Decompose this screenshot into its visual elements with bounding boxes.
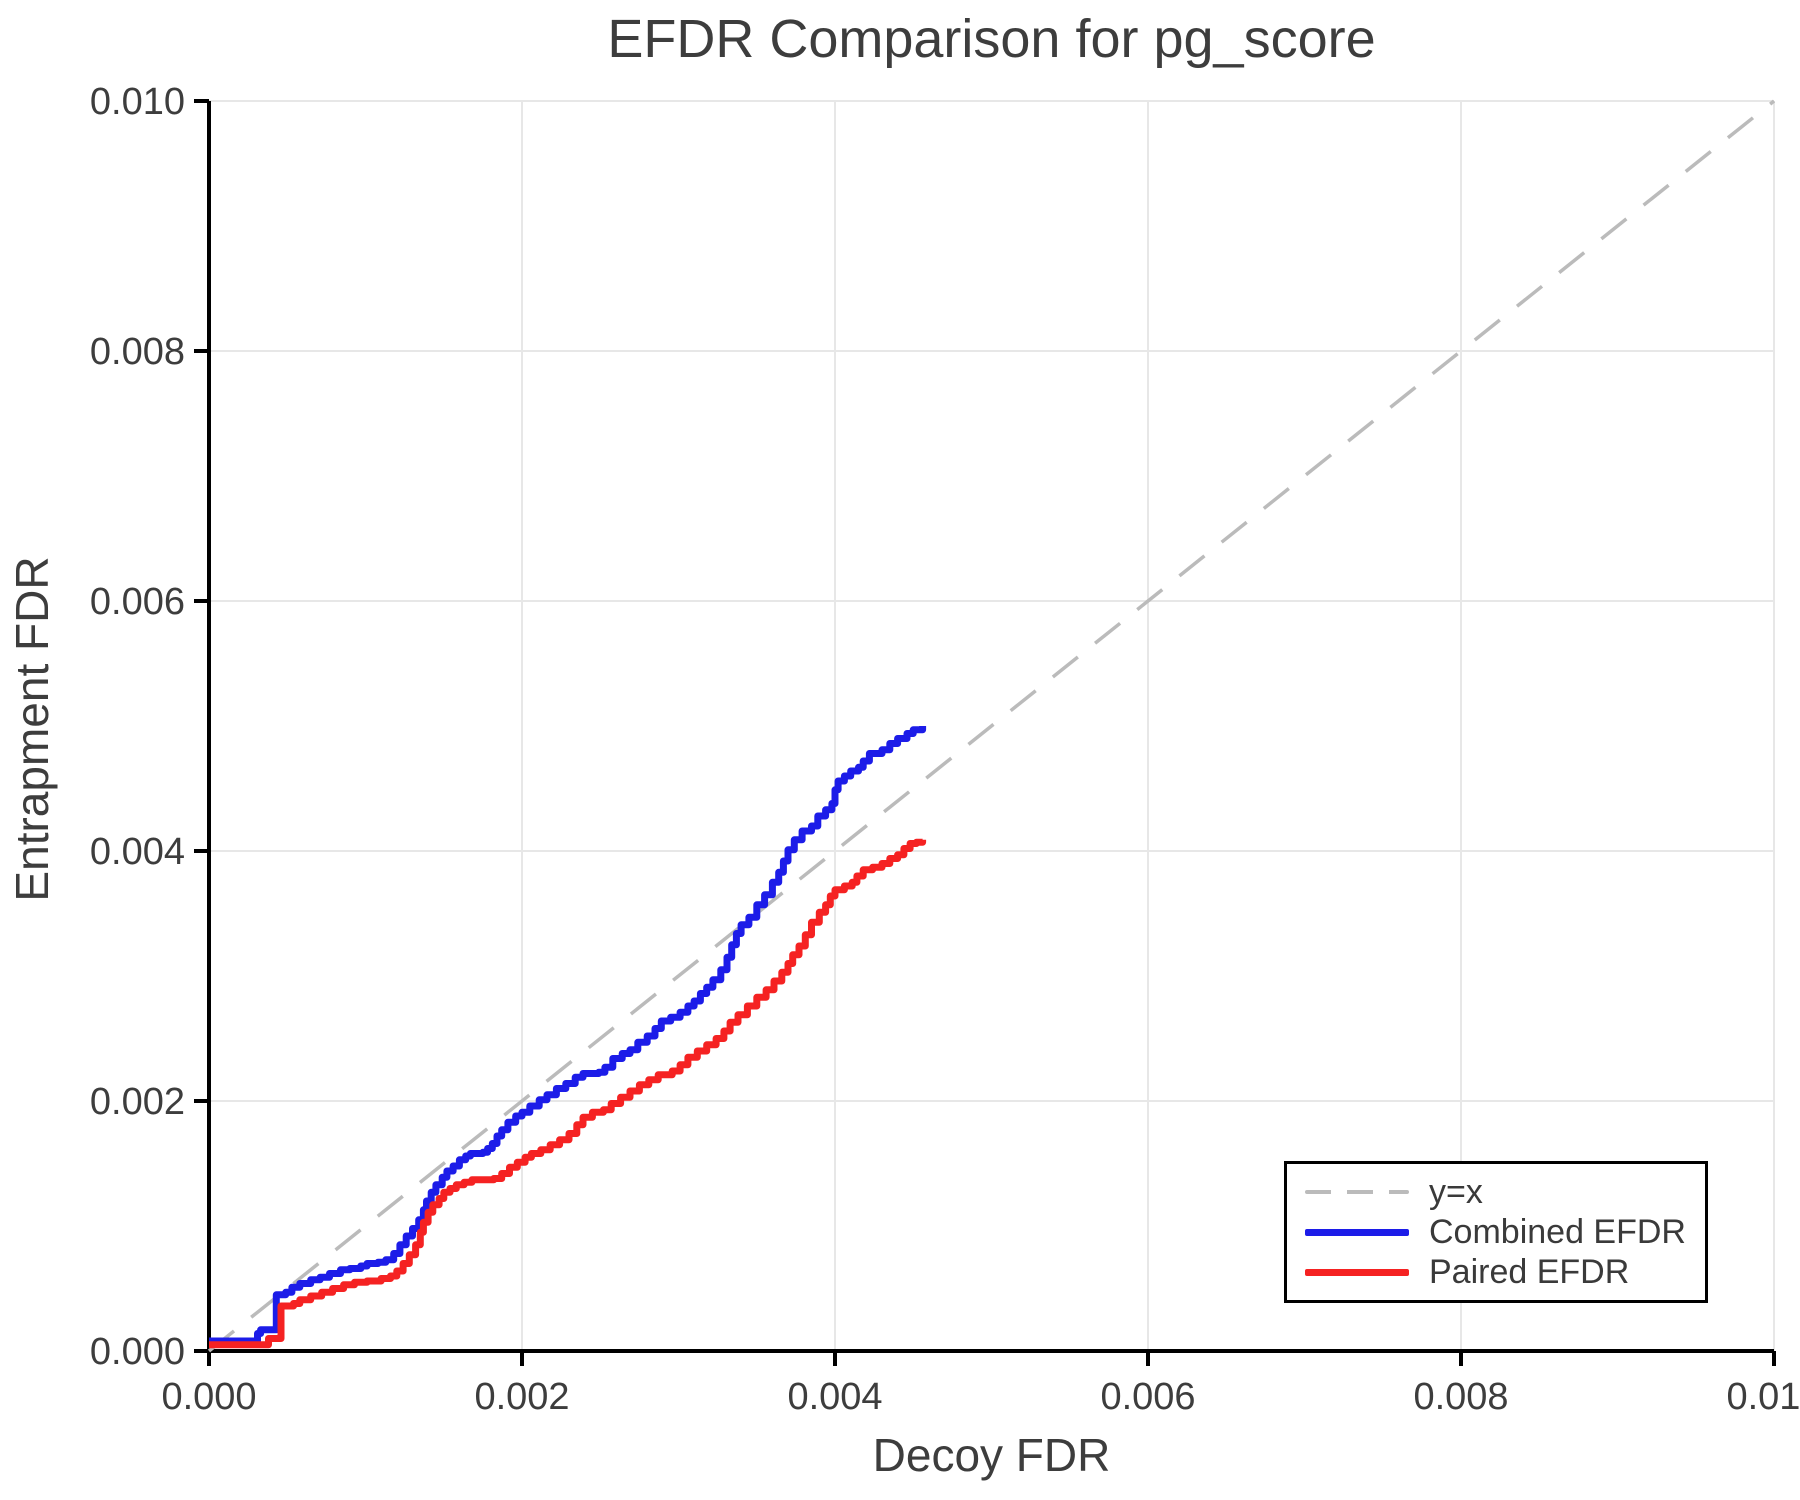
y-tick-label: 0.010 [90, 81, 185, 123]
series-paired-efdr [209, 838, 927, 1349]
blue-line-sample-icon [1305, 1228, 1409, 1236]
data-series [207, 99, 1776, 1353]
y-tick-label: 0.008 [90, 331, 185, 373]
tick-labels: 0.000 0.002 0.004 0.006 0.008 0.010 0.000 0.002… [90, 81, 1800, 1418]
x-tick-label: 0.010 [1726, 1376, 1800, 1418]
x-tick-label: 0.004 [787, 1376, 882, 1418]
x-tick-label: 0.008 [1413, 1376, 1508, 1418]
legend-label: Combined EFDR [1429, 1213, 1686, 1251]
series-combined-efdr [209, 726, 927, 1345]
y-axis-label: Entrapment FDR [6, 556, 58, 902]
y-tick-label: 0.006 [90, 581, 185, 623]
legend-label: Paired EFDR [1429, 1253, 1630, 1291]
gridlines [209, 100, 1775, 1351]
legend-label: y=x [1429, 1173, 1483, 1211]
dashed-line-sample-icon [1305, 1190, 1409, 1194]
y-tick-label: 0.000 [90, 1331, 185, 1373]
legend: y=x Combined EFDR Paired EFDR [1284, 1161, 1708, 1303]
axis-ticks [194, 99, 1776, 1366]
legend-entry-combined-efdr: Combined EFDR [1305, 1214, 1705, 1250]
x-tick-label: 0.000 [161, 1376, 256, 1418]
chart-title: EFDR Comparison for pg_score [607, 9, 1376, 69]
x-tick-label: 0.002 [474, 1376, 569, 1418]
x-tick-label: 0.006 [1100, 1376, 1195, 1418]
axis-spines [207, 101, 1774, 1353]
x-axis-label: Decoy FDR [872, 1429, 1111, 1481]
legend-entry-identity-line: y=x [1305, 1174, 1705, 1210]
y-tick-label: 0.004 [90, 831, 185, 873]
y-tick-label: 0.002 [90, 1081, 185, 1123]
red-line-sample-icon [1305, 1268, 1409, 1276]
series-y-x [207, 99, 1776, 1353]
legend-entry-paired-efdr: Paired EFDR [1305, 1254, 1705, 1290]
